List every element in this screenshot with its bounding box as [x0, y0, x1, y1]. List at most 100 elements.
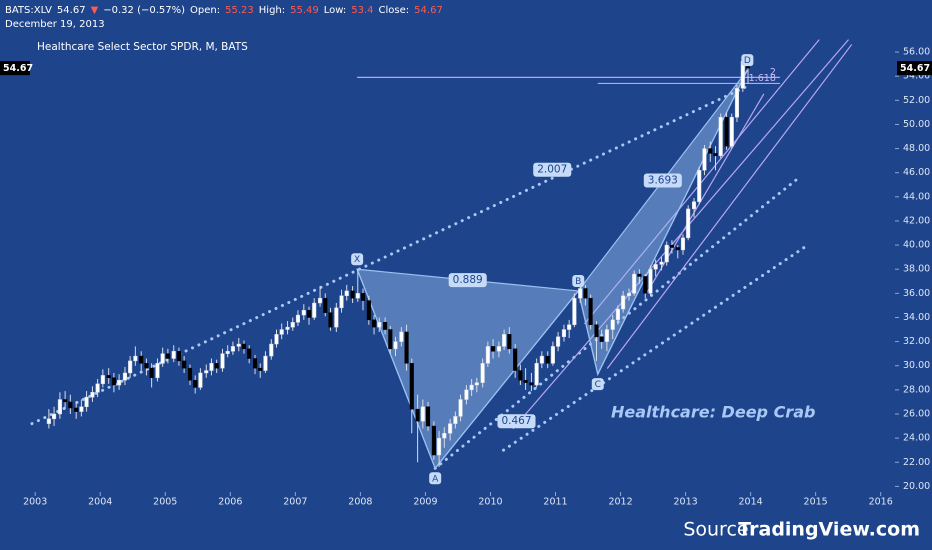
- candle-body: [133, 355, 138, 362]
- y-tick-label: 24.00: [903, 433, 930, 444]
- price-tag: [0, 61, 30, 76]
- candle-body: [79, 406, 84, 412]
- chart-title: Healthcare Select Sector SPDR, M, BATS: [37, 41, 248, 53]
- candle-body: [214, 363, 219, 369]
- y-tick-label: 46.00: [903, 167, 930, 178]
- candle-body: [220, 353, 225, 369]
- candle-body: [507, 334, 512, 350]
- candle-body: [518, 370, 523, 381]
- candle-body: [155, 363, 160, 379]
- candle-body: [301, 309, 306, 316]
- ratio-box: [448, 273, 487, 288]
- candle-body: [306, 309, 312, 318]
- field-value: 53.4: [351, 5, 373, 16]
- candle-body: [295, 314, 301, 323]
- x-tick-label: 2007: [283, 497, 307, 508]
- candle-body: [409, 363, 414, 410]
- candle-body: [187, 367, 193, 381]
- candle-body: [95, 383, 100, 393]
- y-tick-label: 44.00: [903, 191, 930, 202]
- point-label: A: [432, 474, 439, 484]
- x-tick-label: 2014: [739, 497, 763, 508]
- candle-body: [734, 88, 740, 118]
- candle-body: [458, 399, 463, 417]
- candle-body: [632, 273, 637, 294]
- candle-body: [545, 355, 550, 364]
- trendline: [30, 83, 753, 426]
- point-label: D: [744, 56, 751, 66]
- candle-body: [539, 355, 544, 364]
- candle-body: [209, 363, 214, 371]
- candle-body: [117, 379, 122, 386]
- ratio-box: [533, 162, 572, 177]
- candle-body: [334, 307, 339, 328]
- candle-body: [139, 355, 144, 364]
- ratio-label: 3.693: [648, 175, 678, 187]
- ratio-box: [643, 173, 682, 188]
- candle-body: [686, 208, 691, 239]
- price-tag: [897, 61, 932, 76]
- candle-body: [697, 170, 702, 202]
- price-tag-label: 54.67: [3, 63, 33, 74]
- point-label: B: [575, 277, 581, 287]
- candle-body: [323, 297, 328, 313]
- y-tick-label: 38.00: [903, 264, 930, 275]
- field-name: High:: [259, 5, 285, 16]
- candle-body: [182, 360, 187, 369]
- candle-body: [448, 423, 453, 434]
- candle-body: [464, 389, 469, 400]
- source-prefix: Source:: [683, 519, 755, 541]
- field-value: 55.49: [290, 5, 319, 16]
- candle-body: [599, 336, 604, 342]
- candle-body: [128, 360, 133, 374]
- candle-body: [318, 297, 323, 304]
- x-tick-label: 2012: [608, 497, 632, 508]
- candle-body: [453, 416, 458, 424]
- candle-body: [420, 406, 425, 422]
- candle-body: [383, 322, 388, 330]
- candle-body: [236, 343, 241, 347]
- candle-body: [388, 329, 393, 350]
- y-tick-label: 30.00: [903, 360, 930, 371]
- candle-body: [675, 247, 680, 251]
- candle-body: [491, 346, 496, 352]
- candle-body: [68, 401, 73, 409]
- x-tick-label: 2008: [348, 497, 372, 508]
- candle-body: [604, 329, 609, 342]
- candle-body: [258, 367, 263, 371]
- ratio-label: 0.889: [453, 274, 483, 286]
- candle-body: [415, 408, 420, 422]
- candle-body: [594, 324, 599, 338]
- date: December 19, 2013: [5, 19, 105, 30]
- candle-body: [360, 293, 366, 301]
- trendline: [606, 44, 853, 369]
- candle-body: [637, 273, 642, 277]
- candle-body: [583, 288, 588, 299]
- candle-body: [469, 384, 474, 391]
- x-tick-label: 2010: [478, 497, 502, 508]
- candle-body: [561, 329, 567, 338]
- ratio-label: 2.007: [537, 164, 567, 176]
- y-tick-label: 56.00: [903, 47, 930, 58]
- point-marker: [351, 253, 364, 266]
- candle-body: [643, 276, 648, 294]
- candle-body: [198, 372, 203, 388]
- candle-body: [165, 353, 170, 359]
- candle-body: [680, 237, 686, 251]
- y-tick-label: 50.00: [903, 119, 930, 130]
- candle-body: [729, 116, 734, 147]
- price-tag-label: 54.67: [900, 63, 930, 74]
- candle-body: [230, 346, 235, 352]
- candle-body: [621, 295, 626, 310]
- candle-body: [626, 293, 632, 297]
- point-label: C: [595, 380, 601, 390]
- point-marker: [572, 274, 585, 287]
- candle-body: [328, 312, 333, 328]
- candle-body: [648, 268, 653, 294]
- y-tick-label: 34.00: [903, 312, 930, 323]
- x-tick-label: 2003: [23, 497, 47, 508]
- change: −0.32 (−0.57%): [103, 5, 185, 16]
- candle-body: [691, 201, 697, 210]
- fib-label: 1.618: [749, 73, 776, 84]
